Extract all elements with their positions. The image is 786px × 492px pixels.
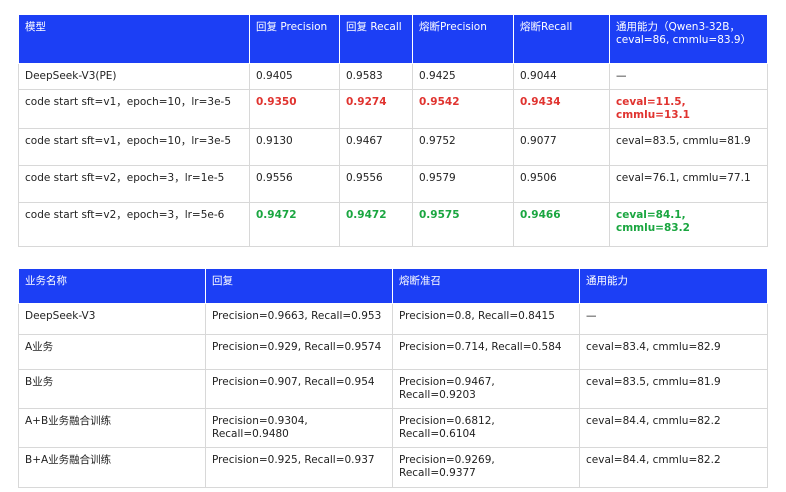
table-cell: Precision=0.6812, Recall=0.6104 xyxy=(392,408,580,448)
header-cell: 熔断准召 xyxy=(392,268,580,304)
table-cell: DeepSeek-V3(PE) xyxy=(18,63,250,90)
table-cell: ceval=84.4, cmmlu=82.2 xyxy=(579,447,768,488)
header-cell: 模型 xyxy=(18,14,250,64)
table-cell: Precision=0.8, Recall=0.8415 xyxy=(392,303,580,335)
table-row: DeepSeek-V3 Precision=0.9663, Recall=0.95… xyxy=(18,303,768,335)
table-cell: code start sft=v2，epoch=3，lr=1e-5 xyxy=(18,165,250,203)
table-cell: 0.9130 xyxy=(249,128,340,166)
table-row: A+B业务融合训练 Precision=0.9304, Recall=0.9480… xyxy=(18,408,768,448)
table-cell: Precision=0.714, Recall=0.584 xyxy=(392,334,580,370)
table-cell: 0.9506 xyxy=(513,165,610,203)
header-cell: 回复 Precision xyxy=(249,14,340,64)
table-cell: ceval=83.5, cmmlu=81.9 xyxy=(609,128,768,166)
table-row: code start sft=v2，epoch=3，lr=5e-6 0.9472 0… xyxy=(18,202,768,247)
table-row: B+A业务融合训练 Precision=0.925, Recall=0.937 Pr… xyxy=(18,447,768,488)
table-cell: B业务 xyxy=(18,369,206,409)
table-row: DeepSeek-V3(PE) 0.9405 0.9583 0.9425 0.9044— xyxy=(18,63,768,90)
header-cell: 通用能力（Qwen3-32B，ceval=86, cmmlu=83.9） xyxy=(609,14,768,64)
table-cell: ceval=76.1, cmmlu=77.1 xyxy=(609,165,768,203)
table-cell: code start sft=v1，epoch=10，lr=3e-5 xyxy=(18,128,250,166)
table-cell: ceval=11.5, cmmlu=13.1 xyxy=(609,89,768,129)
table-cell: 0.9472 xyxy=(339,202,413,247)
table-cell: A+B业务融合训练 xyxy=(18,408,206,448)
table-cell: Precision=0.9269, Recall=0.9377 xyxy=(392,447,580,488)
table-cell: 0.9434 xyxy=(513,89,610,129)
table-row: A业务 Precision=0.929, Recall=0.9574 Precisi… xyxy=(18,334,768,370)
table-cell: B+A业务融合训练 xyxy=(18,447,206,488)
table-cell: ceval=83.5, cmmlu=81.9 xyxy=(579,369,768,409)
table-cell: 0.9274 xyxy=(339,89,413,129)
table-row: code start sft=v1，epoch=10，lr=3e-5 0.9130… xyxy=(18,128,768,166)
table-cell: 0.9472 xyxy=(249,202,340,247)
table-cell: DeepSeek-V3 xyxy=(18,303,206,335)
table-cell: ceval=84.1, cmmlu=83.2 xyxy=(609,202,768,247)
table-cell: code start sft=v2，epoch=3，lr=5e-6 xyxy=(18,202,250,247)
table-cell: 0.9556 xyxy=(249,165,340,203)
header-cell: 通用能力 xyxy=(579,268,768,304)
results-table: 模型 回复 Precision 回复 Recall 熔断Precision 熔断Reca… xyxy=(18,14,768,247)
table-cell: Precision=0.9467, Recall=0.9203 xyxy=(392,369,580,409)
table-cell: 0.9350 xyxy=(249,89,340,129)
table-cell: Precision=0.9304, Recall=0.9480 xyxy=(205,408,393,448)
table-cell: 0.9467 xyxy=(339,128,413,166)
table-cell: A业务 xyxy=(18,334,206,370)
header-cell: 回复 Recall xyxy=(339,14,413,64)
table-cell: ceval=84.4, cmmlu=82.2 xyxy=(579,408,768,448)
table-cell: 0.9425 xyxy=(412,63,514,90)
table-row: B业务 Precision=0.907, Recall=0.954 Precisio… xyxy=(18,369,768,409)
table-cell: Precision=0.925, Recall=0.937 xyxy=(205,447,393,488)
header-cell: 业务名称 xyxy=(18,268,206,304)
table-cell: 0.9077 xyxy=(513,128,610,166)
header-cell: 熔断Recall xyxy=(513,14,610,64)
table-cell: 0.9405 xyxy=(249,63,340,90)
table-cell: 0.9752 xyxy=(412,128,514,166)
table-row: code start sft=v2，epoch=3，lr=1e-5 0.9556 0… xyxy=(18,165,768,203)
table-cell: Precision=0.907, Recall=0.954 xyxy=(205,369,393,409)
table-cell: 0.9044 xyxy=(513,63,610,90)
table-cell: — xyxy=(609,63,768,90)
table-cell: 0.9556 xyxy=(339,165,413,203)
table-row: code start sft=v1，epoch=10，lr=3e-5 0.9350… xyxy=(18,89,768,129)
header-row: 模型 回复 Precision 回复 Recall 熔断Precision 熔断Reca… xyxy=(18,14,768,64)
table-cell: Precision=0.929, Recall=0.9574 xyxy=(205,334,393,370)
table-cell: code start sft=v1，epoch=10，lr=3e-5 xyxy=(18,89,250,129)
table-cell: Precision=0.9663, Recall=0.953 xyxy=(205,303,393,335)
table-cell: 0.9583 xyxy=(339,63,413,90)
business-table: 业务名称 回复 熔断准召 通用能力 DeepSeek-V3 Precision=0.966… xyxy=(18,268,768,488)
table-cell: 0.9466 xyxy=(513,202,610,247)
table-cell: 0.9575 xyxy=(412,202,514,247)
table-cell: 0.9579 xyxy=(412,165,514,203)
header-cell: 熔断Precision xyxy=(412,14,514,64)
table-cell: — xyxy=(579,303,768,335)
table-cell: 0.9542 xyxy=(412,89,514,129)
header-row: 业务名称 回复 熔断准召 通用能力 xyxy=(18,268,768,304)
table-cell: ceval=83.4, cmmlu=82.9 xyxy=(579,334,768,370)
header-cell: 回复 xyxy=(205,268,393,304)
